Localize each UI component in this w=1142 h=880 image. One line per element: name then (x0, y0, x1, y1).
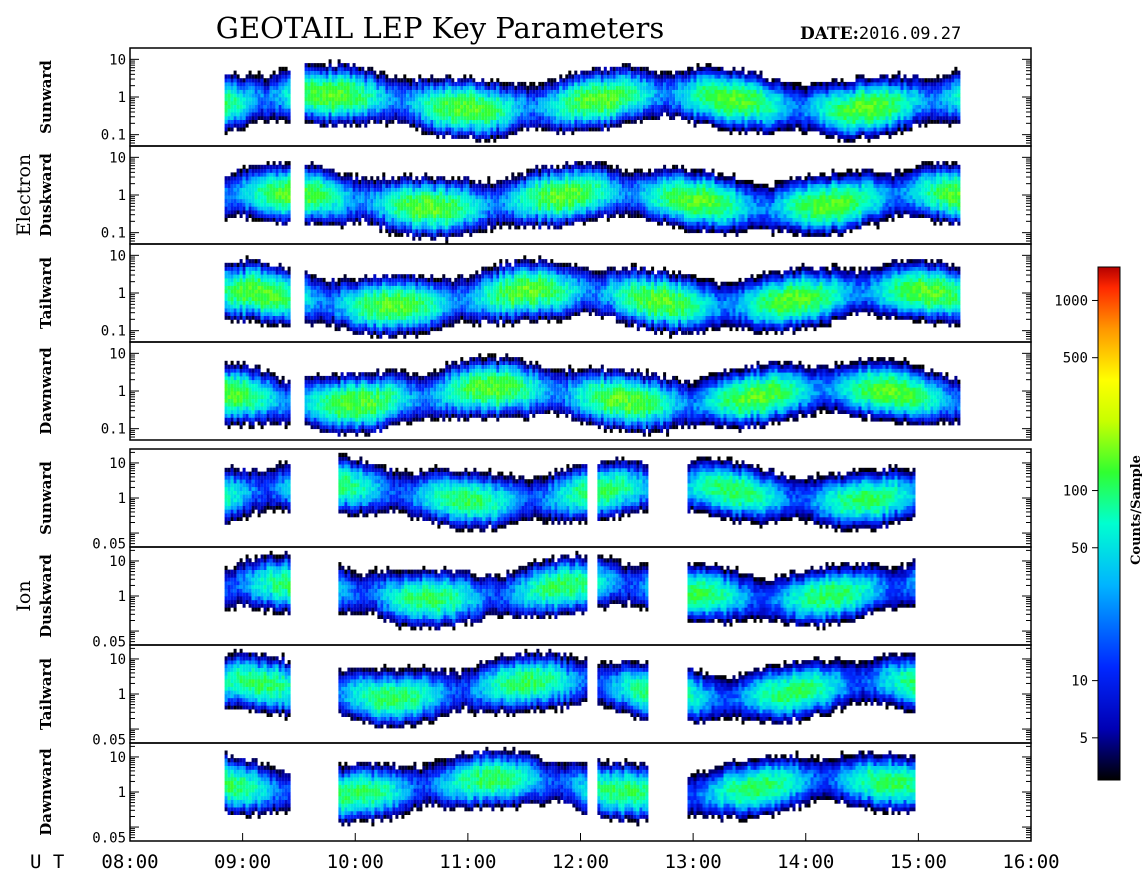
y-tick-label: 1 (118, 589, 126, 605)
colorbar-tick-label: 50 (1071, 541, 1088, 557)
y-tick-label: 1 (118, 286, 126, 302)
panel-label: Tailward (37, 257, 55, 329)
panel-ion-sunward: 10 1 0.05 Sunward (37, 448, 1032, 553)
y-tick-label: 1 (118, 491, 126, 507)
y-tick-label: 10 (109, 750, 126, 766)
y-tick-label: 0.1 (101, 128, 126, 144)
y-tick-label: 0.05 (92, 537, 126, 553)
time-tick-label: 14:00 (777, 851, 834, 873)
panel-label: Duskward (37, 554, 55, 638)
panel-electron-tailward: 10 1 0.1 Tailward (37, 243, 1032, 343)
time-tick-label: 09:00 (214, 851, 271, 873)
date-label: DATE:2016.09.27 (800, 24, 961, 44)
y-tick-label: 0.1 (101, 324, 126, 340)
time-tick-label: 15:00 (890, 851, 947, 873)
time-tick-label: 13:00 (665, 851, 722, 873)
y-tick-label: 0.1 (101, 226, 126, 242)
panel-electron-sunward: 10 1 0.1 Sunward (37, 47, 1032, 147)
chart-title: GEOTAIL LEP Key Parameters (216, 11, 664, 45)
y-tick-label: 10 (109, 554, 126, 570)
date-prefix: DATE: (800, 24, 859, 44)
time-tick-label: 10:00 (327, 851, 384, 873)
y-tick-label: 10 (109, 456, 126, 472)
spectrogram-panels: 10 1 0.1 Sunward 10 1 0.1 Duskward 10 1 0.1 Tailwar… (37, 47, 1032, 847)
group-label-electron: Electron (13, 154, 35, 236)
time-tick-label: 16:00 (1002, 851, 1059, 873)
y-tick-label: 1 (118, 687, 126, 703)
time-tick-label: 11:00 (439, 851, 496, 873)
y-tick-label: 10 (109, 248, 126, 264)
colorbar-ticks: 5 10 50 100 500 1000 (1054, 294, 1098, 747)
colorbar-label: Counts/Sample (1129, 455, 1142, 565)
y-tick-label: 10 (109, 52, 126, 68)
group-label-ion: Ion (13, 580, 35, 611)
y-tick-label: 1 (118, 188, 126, 204)
panel-electron-duskward: 10 1 0.1 Duskward (37, 145, 1032, 245)
y-tick-label: 1 (118, 384, 126, 400)
colorbar-tick-label: 100 (1063, 484, 1088, 500)
y-tick-label: 0.05 (92, 733, 126, 749)
y-tick-label: 0.1 (101, 422, 126, 438)
y-tick-label: 0.05 (92, 831, 126, 847)
y-tick-label: 1 (118, 785, 126, 801)
time-tick-label: 12:00 (552, 851, 609, 873)
panel-ion-duskward: 10 1 0.05 Duskward (37, 546, 1032, 651)
time-tick-label: 08:00 (101, 851, 158, 873)
y-tick-label: 1 (118, 90, 126, 106)
y-tick-label: 10 (109, 150, 126, 166)
panel-label: Tailward (37, 658, 55, 730)
panel-label: Dawnward (37, 347, 55, 435)
date-value: 2016.09.27 (859, 24, 961, 44)
y-tick-label: 0.05 (92, 635, 126, 651)
panel-label: Dawnward (37, 748, 55, 836)
panel-label: Sunward (37, 461, 55, 535)
panel-label: Sunward (37, 60, 55, 134)
colorbar-tick-label: 500 (1063, 351, 1088, 367)
colorbar-tick-label: 1000 (1054, 294, 1088, 310)
colorbar (1097, 266, 1121, 781)
colorbar-tick-label: 10 (1071, 674, 1088, 690)
panel-ion-tailward: 10 1 0.05 Tailward (37, 644, 1032, 749)
panel-ion-dawnward: 10 1 0.05 Dawnward (37, 742, 1032, 847)
panel-label: Duskward (37, 153, 55, 237)
y-tick-label: 10 (109, 652, 126, 668)
panel-electron-dawnward: 10 1 0.1 Dawnward (37, 341, 1032, 441)
time-axis: 08:00 09:00 10:00 11:00 12:00 13:00 14:00 15:00… (101, 833, 1060, 873)
colorbar-tick-label: 5 (1080, 731, 1088, 747)
y-tick-label: 10 (109, 346, 126, 362)
time-axis-label: U T (30, 851, 64, 873)
